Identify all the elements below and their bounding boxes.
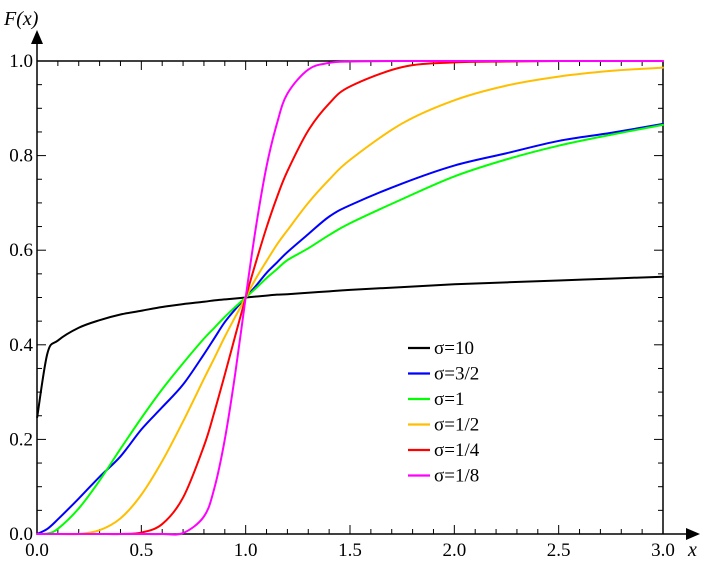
y-axis-arrow: [31, 30, 43, 44]
x-tick-label: 2.0: [442, 540, 466, 561]
x-tick-label: 0.5: [129, 540, 153, 561]
y-tick-label: 0.0: [9, 524, 33, 545]
tick-labels: 0.0 0.5 1.0 1.5 2.0 2.5 3.0 0.0 0.2 0.4 0.6 0.8 1.0: [9, 51, 675, 561]
legend-label-5: σ=1/8: [434, 466, 479, 487]
x-axis-title: x: [687, 539, 697, 561]
legend-label-4: σ=1/4: [434, 440, 480, 461]
y-tick-label: 1.0: [9, 51, 33, 72]
series-line-1: [36, 122, 664, 535]
x-tick-label: 0.0: [25, 540, 49, 561]
series-line-2: [36, 123, 664, 536]
series-line-4: [36, 59, 664, 536]
tick-marks: [36, 60, 664, 535]
axes: [31, 30, 700, 540]
legend-label-0: σ=10: [434, 338, 474, 359]
series-line-5: [36, 59, 664, 536]
legend-label-2: σ=1: [434, 389, 464, 410]
series-line-3: [36, 66, 664, 536]
legend-label-1: σ=3/2: [434, 364, 479, 385]
y-tick-label: 0.4: [9, 335, 33, 356]
y-tick-label: 0.2: [9, 429, 33, 450]
y-tick-label: 0.6: [9, 240, 33, 261]
x-axis-arrow: [686, 528, 700, 540]
y-tick-label: 0.8: [9, 146, 33, 167]
x-tick-label: 1.0: [234, 540, 258, 561]
legend-label-3: σ=1/2: [434, 415, 479, 436]
x-tick-label: 1.5: [338, 540, 362, 561]
x-tick-label: 3.0: [651, 540, 675, 561]
series-line-0: [36, 275, 664, 419]
y-axis-title: F(x): [3, 8, 39, 30]
series-lines: [36, 59, 664, 536]
x-tick-label: 2.5: [547, 540, 571, 561]
legend: σ=10 σ=3/2 σ=1 σ=1/2 σ=1/4 σ=1/8: [408, 338, 480, 487]
